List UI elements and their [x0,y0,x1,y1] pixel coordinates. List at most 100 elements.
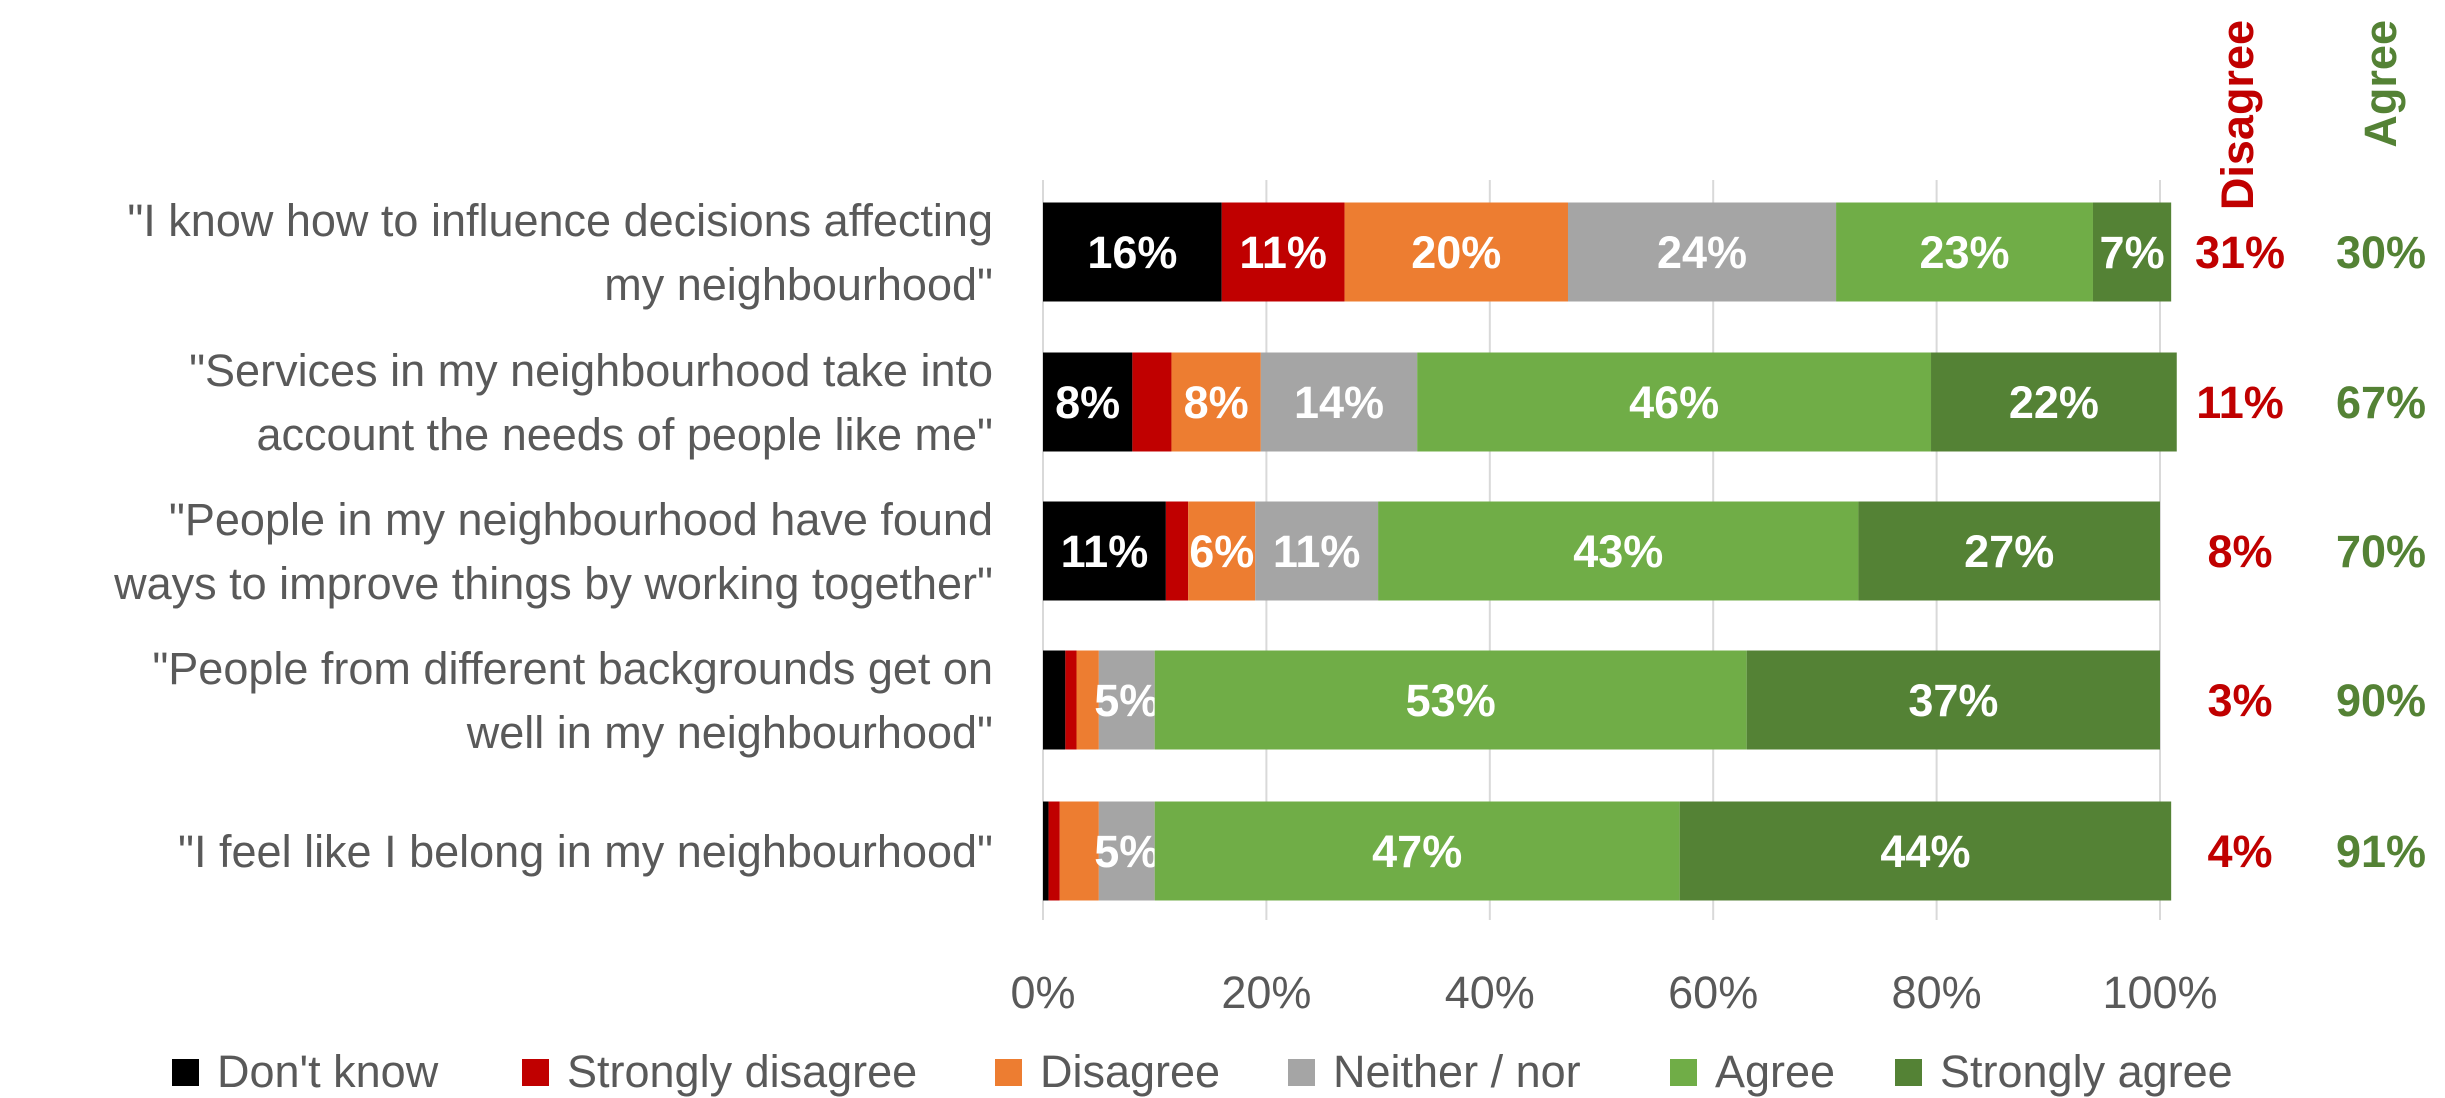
bar-segment [1043,801,1049,901]
bar-segment [1048,801,1060,901]
data-label: 44% [1880,826,1970,877]
x-tick-label: 20% [1221,967,1311,1018]
category-label: "Services in my neighbourhood take into [189,345,993,396]
data-label: 53% [1406,675,1496,726]
x-tick-label: 80% [1892,967,1982,1018]
summary-disagree-value: 3% [2207,675,2272,726]
summary-agree-value: 90% [2336,675,2426,726]
summary-disagree-header: Disagree [2212,20,2263,210]
bar-segment [1679,801,2172,901]
category-label: well in my neighbourhood" [466,707,993,758]
bar-segment [1098,801,1155,901]
category-label: account the needs of people like me" [257,409,993,460]
bar-segment [1858,501,2160,601]
legend-item: Agree [1670,1046,1835,1097]
bar-segment [1043,352,1133,452]
bar-segment [1378,501,1859,601]
bar-segment [1076,650,1099,750]
data-label: 11% [1061,526,1149,577]
legend-swatch [172,1059,199,1086]
data-label: 22% [2009,377,2099,428]
data-label: 5% [1094,826,1159,877]
category-label: "I feel like I belong in my neighbourhoo… [178,826,993,877]
data-label: 7% [2100,227,2165,278]
summary-columns: Disagree Agree 31% 11% 8% 3% 4% 30% 67% 70% 90% 9… [2195,20,2426,877]
legend-item: Strongly agree [1895,1046,2233,1097]
data-label: 23% [1919,227,2009,278]
data-label: 6% [1189,526,1254,577]
bar-segment [1154,650,1747,750]
x-axis-ticks: 0% 20% 40% 60% 80% 100% [1010,967,2217,1018]
summary-disagree-value: 31% [2195,227,2285,278]
data-label: 11% [1273,526,1361,577]
category-label: "People from different backgrounds get o… [152,643,993,694]
category-label: "People in my neighbourhood have found [169,494,993,545]
bar-segment [1931,352,2177,452]
category-label: ways to improve things by working togeth… [113,558,993,609]
bar-segment [1417,352,1932,452]
bar-segment [1043,501,1166,601]
data-label: 16% [1087,227,1177,278]
bars: 16% 11% 20% 24% 23% 7% 8% 8% 14% 46% 22% 11% 6% 11% 43… [1043,202,2177,901]
x-tick-label: 40% [1445,967,1535,1018]
bar-segment [1567,202,1837,302]
data-label: 5% [1094,675,1159,726]
category-label: "I know how to influence decisions affec… [127,195,993,246]
category-label: my neighbourhood" [604,259,993,310]
summary-agree-value: 67% [2336,377,2426,428]
data-label: 14% [1294,377,1384,428]
legend-label: Strongly disagree [567,1046,917,1097]
summary-disagree-value: 11% [2196,377,2284,428]
bar-segment [1344,202,1568,302]
legend-swatch [1895,1059,1922,1086]
bar-segment [2092,202,2172,302]
summary-agree-value: 91% [2336,826,2426,877]
bar-segment [1165,501,1189,601]
bar-segment [1221,202,1345,302]
bar-segment [1043,650,1066,750]
summary-disagree-value: 4% [2207,826,2272,877]
bar-segment [1188,501,1256,601]
category-labels: "I know how to influence decisions affec… [113,195,993,877]
legend-label: Don't know [217,1046,439,1097]
data-label: 20% [1411,227,1501,278]
legend: Don't know Strongly disagree Disagree Neith… [172,1046,2233,1097]
data-label: 43% [1573,526,1663,577]
legend-item: Neither / nor [1288,1046,1581,1097]
summary-agree-value: 70% [2336,526,2426,577]
bar-segment [1098,650,1155,750]
legend-swatch [522,1059,549,1086]
data-label: 27% [1964,526,2054,577]
legend-item: Disagree [995,1046,1220,1097]
legend-label: Neither / nor [1333,1046,1581,1097]
bar-segment [1260,352,1418,452]
legend-swatch [995,1059,1022,1086]
bar-segment [1836,202,2093,302]
bar-segment [1154,801,1680,901]
x-tick-label: 0% [1010,967,1075,1018]
bar-segment [1132,352,1172,452]
legend-item: Strongly disagree [522,1046,917,1097]
legend-label: Strongly agree [1940,1046,2233,1097]
legend-label: Agree [1715,1046,1835,1097]
bar-segment [1746,650,2160,750]
legend-item: Don't know [172,1046,439,1097]
legend-swatch [1670,1059,1697,1086]
summary-agree-header: Agree [2355,20,2406,148]
data-label: 24% [1657,227,1747,278]
data-label: 8% [1055,377,1120,428]
bar-segment [1043,202,1222,302]
data-label: 8% [1184,377,1249,428]
legend-swatch [1288,1059,1315,1086]
x-tick-label: 60% [1668,967,1758,1018]
bar-segment [1059,801,1099,901]
data-label: 37% [1908,675,1998,726]
data-label: 46% [1629,377,1719,428]
bar-segment [1065,650,1077,750]
summary-disagree-value: 8% [2207,526,2272,577]
data-label: 47% [1372,826,1462,877]
bar-segment [1171,352,1261,452]
summary-agree-value: 30% [2336,227,2426,278]
bar-segment [1255,501,1379,601]
